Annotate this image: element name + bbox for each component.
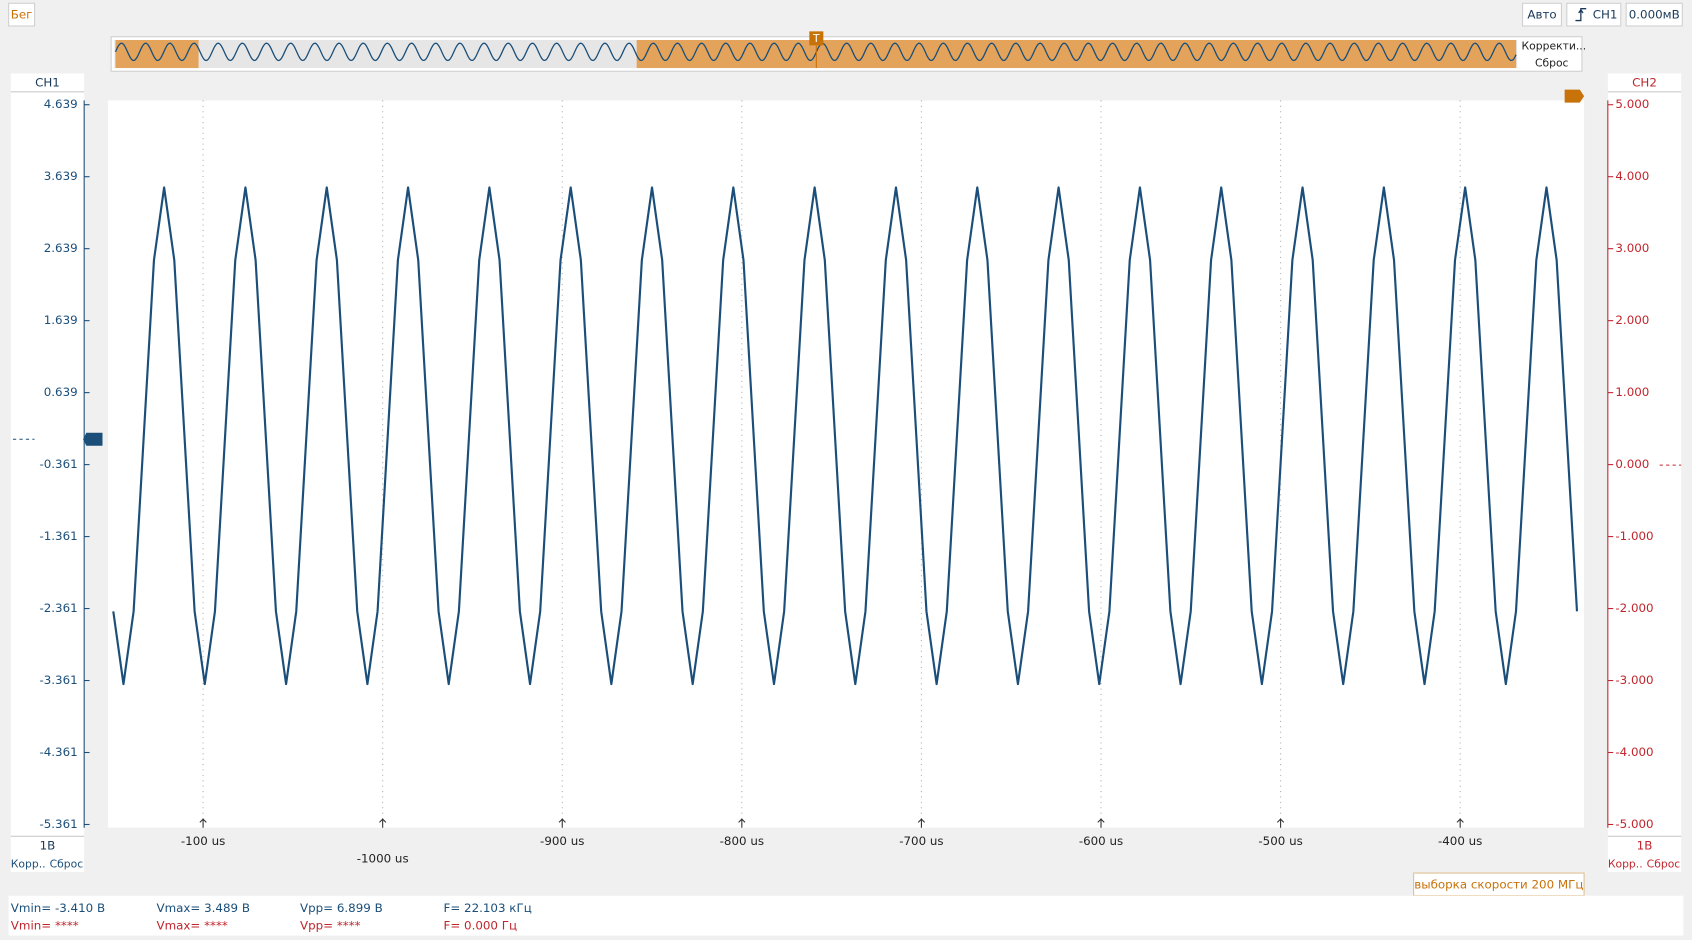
- ch1-measurement: Vpp= 6.899 В: [300, 901, 383, 915]
- overview-button[interactable]: Корректи...: [1522, 39, 1587, 52]
- y-tick-label: -5.361: [39, 817, 77, 831]
- x-tick-label: -800 us: [720, 834, 764, 848]
- trigger-level-button[interactable]: [1625, 2, 1683, 27]
- ch2-scale: 1В: [1637, 839, 1653, 853]
- measurement-panel: [8, 895, 1684, 936]
- ch2-panel: [1607, 73, 1682, 872]
- y2-tick-label: -3.000: [1615, 673, 1653, 687]
- x-tick-label: -500 us: [1258, 834, 1302, 848]
- x-tick: [1097, 818, 1105, 828]
- trigger-marker-label: T: [812, 32, 820, 45]
- x-tick-label: -400 us: [1438, 834, 1482, 848]
- ch2-measurement: Vmin= ****: [11, 918, 79, 932]
- ch1-ground-marker: [83, 432, 103, 446]
- ch1-measurement: Vmax= 3.489 В: [156, 901, 250, 915]
- y-tick-label: -3.361: [39, 673, 77, 687]
- ch2-measurement: Vpp= ****: [300, 918, 361, 932]
- y2-tick-label: -1.000: [1615, 529, 1653, 543]
- x-tick-label: -900 us: [540, 834, 584, 848]
- ch2-measurement: F= 0.000 Гц: [444, 918, 518, 932]
- ch1-panel: [10, 73, 85, 872]
- ch2-measurement: Vmax= ****: [156, 918, 227, 932]
- y-tick-label: 2.639: [44, 241, 78, 255]
- ch2-title: CH2: [1632, 76, 1657, 90]
- y2-tick-label: -4.000: [1615, 745, 1653, 759]
- x-tick: [199, 818, 207, 828]
- y2-tick-label: 3.000: [1615, 241, 1649, 255]
- x-tick-label: -700 us: [899, 834, 943, 848]
- plot-area: [107, 100, 1585, 828]
- y-tick-label: -2.361: [39, 601, 77, 615]
- run-label: Бег: [11, 8, 33, 22]
- y2-tick-label: -2.000: [1615, 601, 1653, 615]
- y-tick-label: -1.361: [39, 529, 77, 543]
- overview-window: [115, 39, 199, 69]
- y-tick-label: 3.639: [44, 169, 78, 183]
- overview-window: [636, 39, 1517, 69]
- trigger-marker: [809, 31, 824, 46]
- y2-tick-label: 1.000: [1615, 385, 1649, 399]
- x-tick-label: -1000 us: [357, 852, 409, 866]
- overview-button[interactable]: Сброс: [1535, 57, 1569, 70]
- y-tick-label: 0.639: [44, 385, 78, 399]
- y2-tick-label: 2.000: [1615, 313, 1649, 327]
- y2-tick-label: 4.000: [1615, 169, 1649, 183]
- x-tick: [917, 818, 926, 828]
- ch1-measurement: Vmin= -3.410 В: [11, 901, 105, 915]
- y2-tick-label: -5.000: [1615, 817, 1653, 831]
- trigger-level-marker: [1564, 89, 1585, 103]
- y2-tick-label: 0.000: [1615, 457, 1649, 471]
- mode-button[interactable]: [1522, 2, 1562, 27]
- ch1-trace: [112, 186, 1579, 686]
- x-tick-label: -600 us: [1079, 834, 1123, 848]
- x-tick: [1456, 818, 1464, 828]
- status-text: выборка скорости 200 МГц: [1414, 877, 1583, 891]
- x-tick-label: -100 us: [181, 834, 225, 848]
- y-tick-label: 4.639: [44, 97, 78, 111]
- y-tick-label: 1.639: [44, 313, 78, 327]
- ch1-button[interactable]: Сброс: [50, 857, 84, 870]
- x-tick: [558, 818, 566, 828]
- x-tick: [379, 818, 387, 828]
- run-button[interactable]: [8, 2, 36, 27]
- x-tick: [738, 818, 746, 828]
- y-tick-label: -0.361: [39, 457, 77, 471]
- y2-tick-label: 5.000: [1615, 97, 1649, 111]
- y-tick-label: -4.361: [39, 745, 77, 759]
- ch2-button[interactable]: Сброс: [1647, 857, 1681, 870]
- ch1-measurement: F= 22.103 кГц: [444, 901, 532, 915]
- ch2-button[interactable]: Корр..: [1608, 857, 1643, 870]
- ch1-title: CH1: [35, 76, 60, 90]
- trigger-level-label: 0.000мВ: [1629, 8, 1680, 22]
- measurements: Vmin= -3.410 В Vmax= 3.489 В Vpp= 6.899 В F…: [11, 901, 532, 932]
- plot-layer: 4.639 3.639 2.639 1.639 0.639 -0.361 -1.361 -2.…: [39, 97, 1653, 865]
- ch1-scale: 1В: [40, 839, 56, 853]
- x-tick: [1276, 818, 1285, 828]
- trigger-source-label: CH1: [1593, 8, 1618, 22]
- trigger-edge-icon: [1575, 8, 1587, 22]
- mode-label: Авто: [1527, 8, 1556, 22]
- ch1-button[interactable]: Корр..: [11, 857, 46, 870]
